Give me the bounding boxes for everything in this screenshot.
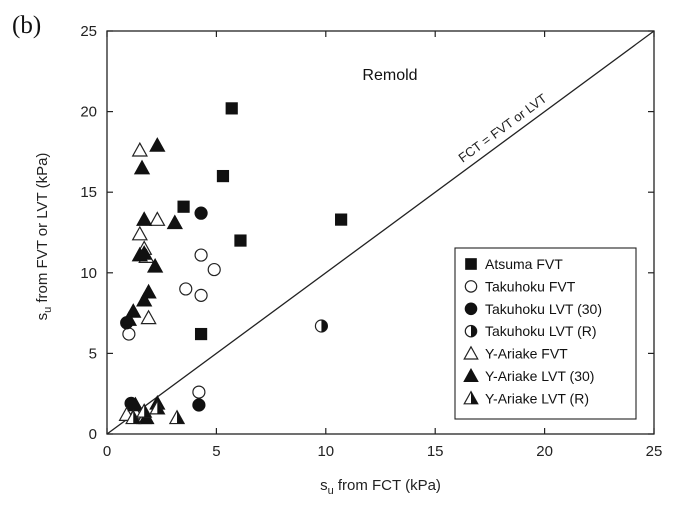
- legend-marker: [463, 390, 479, 405]
- data-point: [127, 396, 144, 412]
- panel-label: (b): [12, 12, 41, 39]
- series-atsuma-fvt: [177, 102, 348, 341]
- series-y-ariake-fvt: [118, 141, 166, 425]
- data-point: [207, 262, 221, 277]
- data-point: [234, 234, 247, 247]
- reference-line-label: FCT = FVT or LVT: [455, 91, 549, 166]
- data-point: [131, 246, 148, 262]
- data-point: [314, 319, 329, 333]
- legend-entry-label: Y-Ariake FVT: [485, 346, 568, 362]
- legend-marker: [464, 302, 478, 316]
- series-takuhoku-lvt-r: [314, 319, 329, 333]
- data-point: [136, 291, 153, 307]
- y-tick-label: 25: [80, 23, 97, 40]
- data-point: [149, 137, 166, 152]
- data-point: [194, 288, 208, 302]
- y-tick-label: 10: [80, 265, 97, 282]
- legend-entry-label: Y-Ariake LVT (30): [485, 368, 594, 384]
- axes: 0 5 10 15 20 25 0 5 10 15 20 25 su from FCT (kPa) su …: [34, 23, 662, 497]
- series-y-ariake-lvt-r: [125, 399, 186, 425]
- data-point: [133, 159, 151, 175]
- data-point: [179, 282, 193, 296]
- plot-frame: [106, 30, 655, 435]
- x-tick-label: 10: [317, 443, 334, 460]
- data-point: [335, 213, 348, 226]
- data-point: [192, 385, 206, 399]
- y-tick-label: 5: [89, 345, 97, 362]
- legend-marker: [464, 324, 478, 338]
- data-point: [216, 169, 230, 183]
- data-point: [192, 398, 206, 412]
- legend-entry-label: Atsuma FVT: [485, 256, 563, 272]
- series-y-ariake-lvt-30: [120, 137, 183, 425]
- data-point: [168, 409, 186, 425]
- data-point: [136, 211, 153, 226]
- data-point: [131, 225, 148, 241]
- x-tick-label: 20: [536, 443, 553, 460]
- legend-marker: [463, 345, 479, 360]
- x-axis-label: su from FCT (kPa): [320, 477, 441, 497]
- x-tick-label: 5: [212, 443, 220, 460]
- y-tick-label: 0: [89, 426, 97, 443]
- legend-entry-label: Takuhoku FVT: [485, 278, 576, 294]
- reference-line: [106, 30, 655, 435]
- data-point: [166, 214, 183, 230]
- legend-marker: [464, 280, 478, 293]
- x-tick-label: 25: [646, 443, 663, 460]
- data-point: [140, 309, 157, 325]
- data-point: [194, 327, 208, 341]
- remold-annotation: Remold: [362, 67, 417, 84]
- data-point: [149, 399, 166, 415]
- data-points: [118, 102, 348, 425]
- y-tick-label: 20: [80, 104, 97, 121]
- data-point: [122, 327, 136, 341]
- x-tick-label: 15: [427, 443, 444, 460]
- legend-entry-label: Takuhoku LVT (30): [485, 301, 602, 317]
- legend-box: [454, 247, 637, 420]
- legend-marker: [463, 367, 479, 383]
- data-point: [136, 403, 153, 418]
- x-tick-label: 0: [103, 443, 111, 460]
- series-takuhoku-fvt: [122, 248, 221, 399]
- legend-entry-label: Y-Ariake LVT (R): [485, 390, 589, 406]
- data-point: [149, 211, 166, 226]
- legend-entry-label: Takuhoku LVT (R): [485, 323, 597, 339]
- data-point: [194, 206, 208, 220]
- legend: Atsuma FVT Takuhoku FVT Takuhoku LVT (30) T…: [454, 247, 637, 420]
- data-point: [131, 141, 148, 157]
- legend-marker: [465, 258, 477, 270]
- data-point: [225, 102, 238, 115]
- y-tick-label: 15: [80, 184, 97, 201]
- data-point: [120, 311, 138, 326]
- data-point: [146, 257, 164, 273]
- data-point: [177, 200, 190, 213]
- data-point: [194, 248, 208, 262]
- y-axis-label: su from FVT or LVT (kPa): [34, 153, 54, 321]
